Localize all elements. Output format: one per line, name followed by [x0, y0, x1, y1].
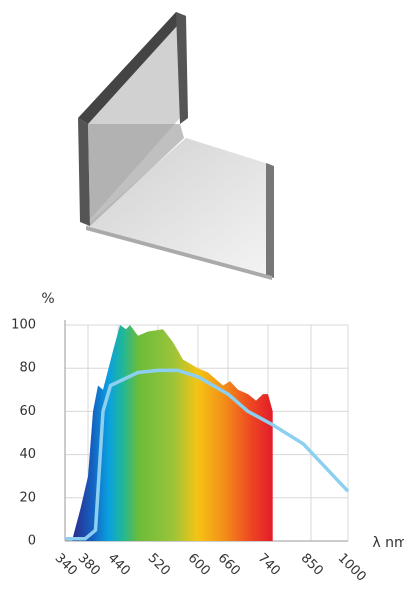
transmission-line	[65, 368, 350, 541]
glass-edge	[86, 226, 272, 280]
x-tick-label: 600	[185, 551, 213, 579]
glass-frame	[78, 118, 90, 226]
glass-edge	[266, 163, 274, 278]
x-axis-label: λ nm	[372, 535, 404, 551]
x-tick-label: 660	[215, 551, 243, 579]
y-tick-label: 20	[19, 490, 36, 505]
x-tick-label: 740	[255, 551, 283, 579]
glass-pane-side	[88, 124, 184, 226]
y-tick-label: 80	[19, 361, 36, 376]
glass-frame	[176, 12, 188, 124]
x-tick-label: 850	[298, 551, 326, 579]
glass-illustration	[78, 12, 274, 280]
y-axis-label: %	[41, 291, 54, 307]
x-tick-label: 440	[105, 551, 133, 579]
y-tick-label: 100	[11, 318, 36, 333]
y-tick-label: 40	[19, 447, 36, 462]
y-tick-label: 60	[19, 404, 36, 419]
glass-pane-bottom	[86, 138, 272, 278]
glass-frame	[78, 12, 186, 124]
x-tick-label: 340	[52, 551, 80, 579]
x-tick-label: 1000	[335, 551, 369, 585]
x-tick-label: 520	[145, 551, 173, 579]
y-tick-label: 0	[28, 534, 36, 549]
x-tick-label: 380	[75, 551, 103, 579]
